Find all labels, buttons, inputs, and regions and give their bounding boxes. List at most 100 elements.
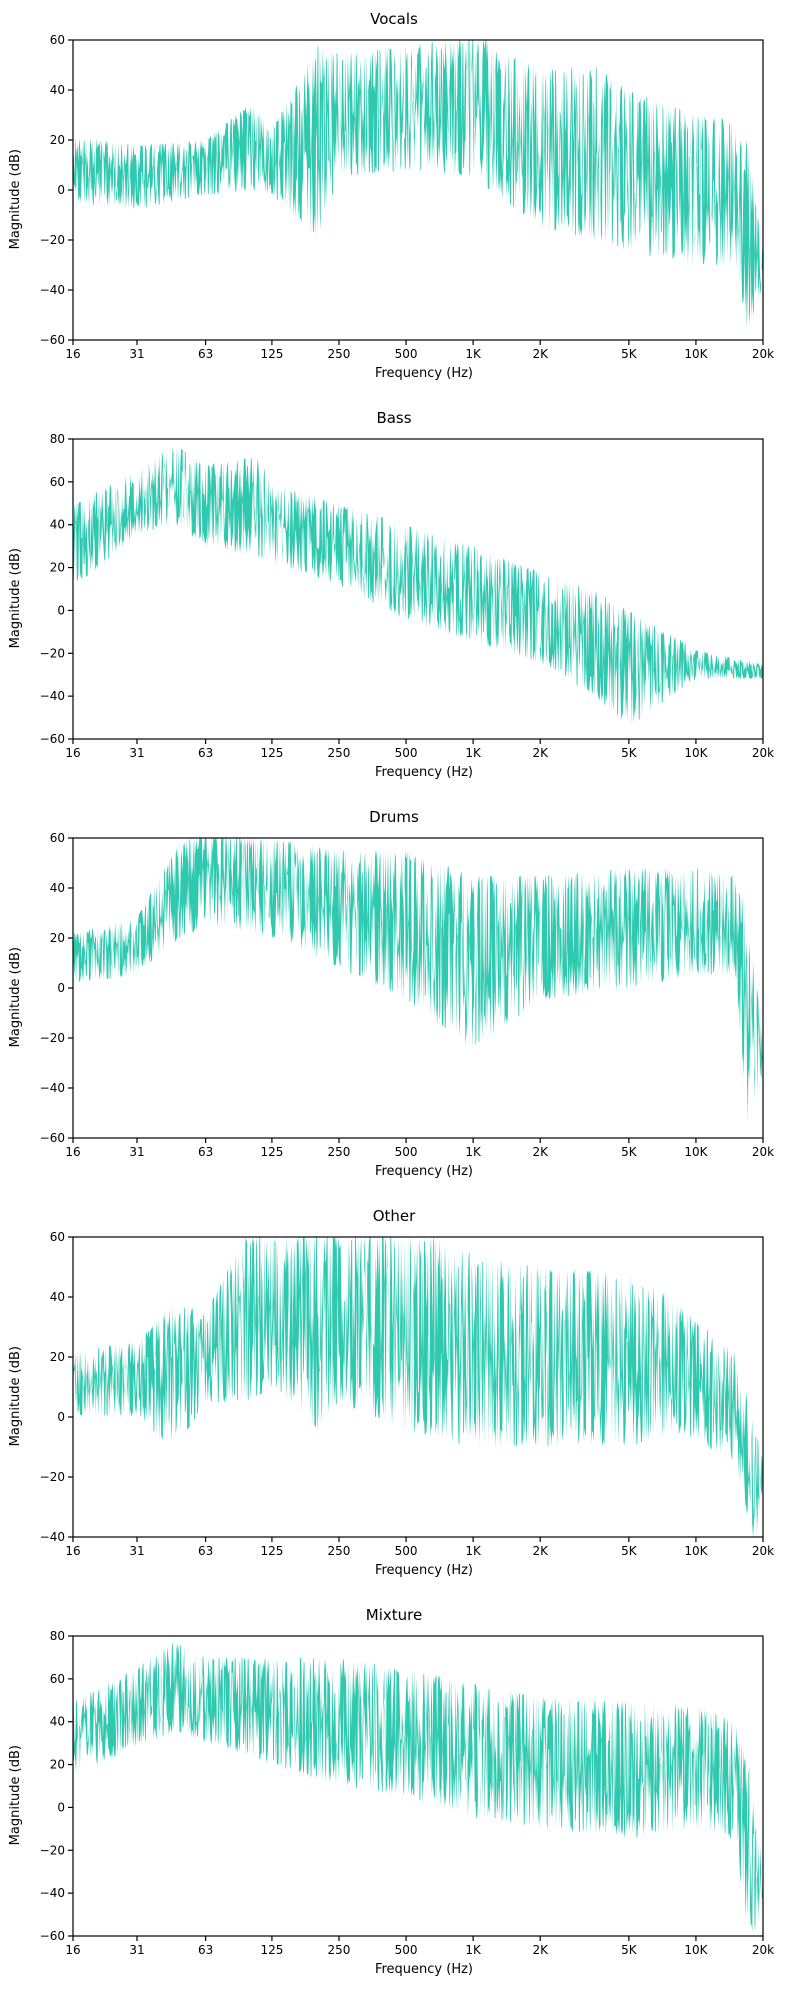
x-axis-label: Frequency (Hz)	[68, 1563, 780, 1578]
svg-text:63: 63	[198, 746, 213, 760]
svg-text:16: 16	[65, 746, 80, 760]
svg-text:0: 0	[57, 1410, 65, 1424]
svg-text:31: 31	[129, 347, 144, 361]
svg-text:20k: 20k	[752, 1544, 774, 1558]
svg-text:250: 250	[328, 1544, 351, 1558]
svg-text:−20: −20	[40, 1031, 65, 1045]
y-axis-label: Magnitude (dB)	[8, 548, 23, 648]
spectrum-svg: −40−200204060 1631631252505001K2K5K10K20…	[25, 1231, 775, 1561]
svg-text:16: 16	[65, 347, 80, 361]
spectrum-trace	[73, 1237, 763, 1537]
panel-title: Mixture	[8, 1606, 780, 1624]
svg-text:5K: 5K	[621, 1544, 638, 1558]
spectrum-trace	[73, 1642, 763, 1933]
svg-text:500: 500	[395, 347, 418, 361]
svg-text:−60: −60	[40, 1131, 65, 1145]
svg-text:10K: 10K	[684, 347, 708, 361]
y-axis-label: Magnitude (dB)	[8, 1745, 23, 1845]
svg-text:−20: −20	[40, 646, 65, 660]
svg-text:10K: 10K	[684, 1544, 708, 1558]
axes-wrap: Magnitude (dB) −60−40−20020406080 163163…	[8, 1630, 780, 1960]
svg-text:−20: −20	[40, 1470, 65, 1484]
svg-text:16: 16	[65, 1943, 80, 1957]
svg-text:60: 60	[50, 34, 65, 47]
svg-text:63: 63	[198, 1145, 213, 1159]
svg-text:2K: 2K	[532, 1145, 549, 1159]
svg-text:−40: −40	[40, 1530, 65, 1544]
svg-text:0: 0	[57, 1800, 65, 1814]
svg-text:5K: 5K	[621, 746, 638, 760]
panel-title: Bass	[8, 409, 780, 427]
x-axis-label: Frequency (Hz)	[68, 1962, 780, 1977]
svg-text:60: 60	[50, 1672, 65, 1686]
spectrum-trace	[73, 40, 763, 331]
svg-text:20k: 20k	[752, 347, 774, 361]
svg-text:125: 125	[260, 1544, 283, 1558]
svg-text:−40: −40	[40, 689, 65, 703]
svg-text:60: 60	[50, 832, 65, 845]
svg-text:250: 250	[328, 1145, 351, 1159]
svg-text:250: 250	[328, 347, 351, 361]
svg-text:5K: 5K	[621, 1145, 638, 1159]
spectrum-panel: Other Magnitude (dB) −40−200204060 16316…	[8, 1207, 780, 1578]
svg-text:0: 0	[57, 183, 65, 197]
svg-text:31: 31	[129, 1145, 144, 1159]
svg-text:10K: 10K	[684, 746, 708, 760]
spectrum-panel: Bass Magnitude (dB) −60−40−20020406080 1…	[8, 409, 780, 780]
svg-text:1K: 1K	[465, 1943, 482, 1957]
spectrum-panels-container: Vocals Magnitude (dB) −60 −40 −20 0 20 40 60 1…	[8, 10, 780, 1977]
spectrum-panel: Drums Magnitude (dB) −60−40−200204060 16…	[8, 808, 780, 1179]
spectrum-trace	[73, 838, 763, 1121]
y-axis-label: Magnitude (dB)	[8, 947, 23, 1047]
spectrum-svg: −60−40−200204060 1631631252505001K2K5K10…	[25, 34, 775, 364]
svg-text:1K: 1K	[465, 347, 482, 361]
svg-text:20: 20	[50, 1758, 65, 1772]
svg-text:−40: −40	[40, 1886, 65, 1900]
svg-text:1K: 1K	[465, 1544, 482, 1558]
svg-text:2K: 2K	[532, 1943, 549, 1957]
svg-text:20k: 20k	[752, 1145, 774, 1159]
svg-text:20k: 20k	[752, 746, 774, 760]
svg-text:−60: −60	[40, 333, 65, 347]
svg-text:80: 80	[50, 1630, 65, 1643]
x-axis-label: Frequency (Hz)	[68, 1164, 780, 1179]
axes-wrap: Magnitude (dB) −60−40−200204060 16316312…	[8, 832, 780, 1162]
x-axis-label: Frequency (Hz)	[68, 765, 780, 780]
svg-text:2K: 2K	[532, 347, 549, 361]
spectrum-svg: −60−40−200204060 1631631252505001K2K5K10…	[25, 832, 775, 1162]
svg-text:10K: 10K	[684, 1145, 708, 1159]
panel-title: Other	[8, 1207, 780, 1225]
svg-text:40: 40	[50, 518, 65, 532]
svg-text:500: 500	[395, 1544, 418, 1558]
svg-text:2K: 2K	[532, 1544, 549, 1558]
spectrum-panel: Mixture Magnitude (dB) −60−40−2002040608…	[8, 1606, 780, 1977]
panel-title: Vocals	[8, 10, 780, 28]
panel-title: Drums	[8, 808, 780, 826]
svg-text:0: 0	[57, 603, 65, 617]
svg-text:−20: −20	[40, 1843, 65, 1857]
svg-text:60: 60	[50, 1231, 65, 1244]
svg-text:40: 40	[50, 83, 65, 97]
axes-wrap: Magnitude (dB) −60−40−20020406080 163163…	[8, 433, 780, 763]
svg-text:31: 31	[129, 746, 144, 760]
svg-text:16: 16	[65, 1145, 80, 1159]
svg-text:500: 500	[395, 746, 418, 760]
svg-text:63: 63	[198, 1943, 213, 1957]
svg-text:125: 125	[260, 746, 283, 760]
svg-text:125: 125	[260, 1943, 283, 1957]
svg-text:500: 500	[395, 1943, 418, 1957]
svg-text:125: 125	[260, 1145, 283, 1159]
spectrum-svg: −60−40−20020406080 1631631252505001K2K5K…	[25, 1630, 775, 1960]
svg-text:40: 40	[50, 881, 65, 895]
svg-text:63: 63	[198, 347, 213, 361]
svg-text:−40: −40	[40, 283, 65, 297]
spectrum-panel: Vocals Magnitude (dB) −60−40−200204060 1…	[8, 10, 780, 381]
y-axis-label: Magnitude (dB)	[8, 149, 23, 249]
svg-text:−60: −60	[40, 732, 65, 746]
svg-text:20k: 20k	[752, 1943, 774, 1957]
svg-text:10K: 10K	[684, 1943, 708, 1957]
axes-wrap: Magnitude (dB) −40−200204060 16316312525…	[8, 1231, 780, 1561]
svg-text:0: 0	[57, 981, 65, 995]
axes-wrap: Magnitude (dB) −60−40−200204060 16316312…	[8, 34, 780, 364]
svg-text:20: 20	[50, 561, 65, 575]
